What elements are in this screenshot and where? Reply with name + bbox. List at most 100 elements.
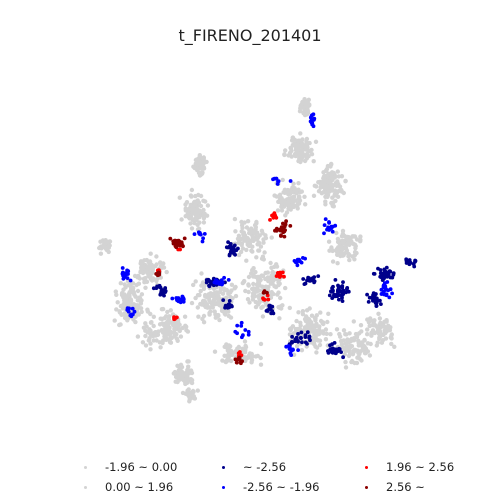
pts-gray-point-910 [251,281,256,287]
pts-gray-point-1265 [365,327,370,332]
pts-gray-point-39 [301,111,306,116]
legend-label-2: ~ -2.56 [243,460,287,474]
pts-blue-point-25 [333,223,338,228]
pts-gray-point-1093 [287,326,293,332]
pts-gray-point-329 [286,206,291,211]
pts-gray-point-1279 [372,322,378,328]
pts-dred-point-60 [261,290,266,295]
pts-gray-point-1091 [313,316,318,321]
pts-gray-point-1117 [314,328,319,334]
pts-dblue-point-107 [341,292,346,296]
pts-gray-point-992 [253,269,258,275]
pts-gray-point-1245 [377,316,383,321]
pts-gray-point-582 [145,307,150,312]
pts-gray-point-596 [139,298,144,303]
pts-blue-point-136 [239,324,244,328]
pts-gray-point-323 [296,187,301,192]
pts-gray-point-450 [189,194,194,199]
pts-gray-point-851 [218,303,223,308]
pts-gray-point-237 [329,185,335,190]
pts-gray-point-1118 [316,338,321,343]
pts-gray-point-1050 [309,313,315,318]
pts-gray-point-1503 [242,233,248,238]
pts-gray-point-1332 [177,366,183,371]
pts-gray-point-1056 [304,314,309,319]
pts-gray-point-600 [126,283,132,288]
pts-gray-point-1546 [258,341,264,347]
pts-dred-point-21 [176,238,181,243]
pts-dblue-point-226 [411,262,416,266]
pts-gray-point-1086 [312,332,317,337]
pts-dblue-point-147 [296,339,300,343]
legend-item-3: -2.56 ~ -1.96 [222,480,319,494]
pts-dblue-point-109 [316,274,321,278]
pts-gray-point-1219 [376,311,381,316]
pts-red-point-45 [262,297,267,302]
pts-gray-point-1663 [135,275,140,280]
pts-gray-point-1111 [320,320,325,326]
pts-gray-point-327 [281,198,286,204]
pts-gray-point-1109 [325,319,330,325]
pts-gray-point-645 [175,338,180,343]
pts-gray-point-926 [259,305,264,310]
pts-gray-point-1201 [351,337,356,343]
pts-gray-point-603 [121,312,126,317]
pts-gray-point-512 [115,300,120,305]
pts-dred-point-38 [281,230,286,235]
pts-gray-point-719 [143,328,148,333]
pts-dblue-point-228 [408,261,413,265]
pts-gray-point-765 [228,290,233,295]
pts-gray-point-367 [201,157,206,162]
pts-gray-point-1541 [256,248,261,253]
pts-gray-point-812 [213,312,218,317]
pts-blue-point-29 [327,221,331,225]
pts-dred-point-59 [265,290,269,295]
pts-gray-point-204 [330,202,335,207]
pts-gray-point-1515 [253,225,258,230]
pts-dblue-point-52 [208,279,212,284]
pts-gray-point-352 [192,165,197,171]
pts-gray-point-945 [255,283,260,289]
pts-dblue-point-183 [387,269,392,274]
pts-gray-point-1684 [138,259,144,264]
pts-gray-point-1454 [347,257,352,263]
pts-gray-point-1223 [365,332,370,337]
pts-blue-point-113 [385,280,390,284]
pts-gray-point-1214 [353,331,359,337]
pts-gray-point-1527 [239,223,245,228]
pts-gray-point-1087 [290,324,296,329]
pts-dblue-point-173 [337,347,342,352]
pts-gray-point-967 [276,304,281,310]
pts-gray-point-485 [106,249,111,255]
pts-gray-point-396 [183,202,188,207]
pts-gray-point-791 [226,313,232,319]
pts-blue-point-147 [284,344,289,349]
pts-gray-point-1690 [149,262,154,268]
pts-dblue-point-98 [330,286,334,290]
pts-gray-point-239 [321,180,326,186]
pts-gray-point-1276 [369,318,374,323]
pts-gray-point-1637 [143,276,148,281]
pts-gray-point-1469 [236,252,242,258]
pts-gray-point-1485 [269,235,274,240]
pts-gray-point-948 [263,284,269,289]
pts-gray-point-1315 [185,359,190,364]
pts-gray-point-1340 [181,377,186,383]
pts-gray-point-946 [271,291,276,297]
pts-dblue-point-229 [413,259,418,263]
pts-gray-point-1333 [172,370,177,375]
pts-dblue-point-212 [378,274,383,279]
pts-blue-point-143 [296,348,300,352]
pts-blue-point-106 [384,293,389,298]
pts-gray-point-1097 [291,352,297,357]
pts-blue-point-94 [220,280,225,285]
pts-gray-point-721 [177,327,182,332]
pts-dblue-point-22 [230,247,235,251]
pts-gray-point-678 [158,316,163,321]
legend-marker-3 [222,486,225,489]
pts-gray-point-718 [163,331,168,336]
pts-blue-point-21 [276,179,281,184]
pts-gray-point-128 [302,143,307,148]
pts-gray-point-636 [143,321,148,326]
legend-marker-4 [365,466,368,469]
